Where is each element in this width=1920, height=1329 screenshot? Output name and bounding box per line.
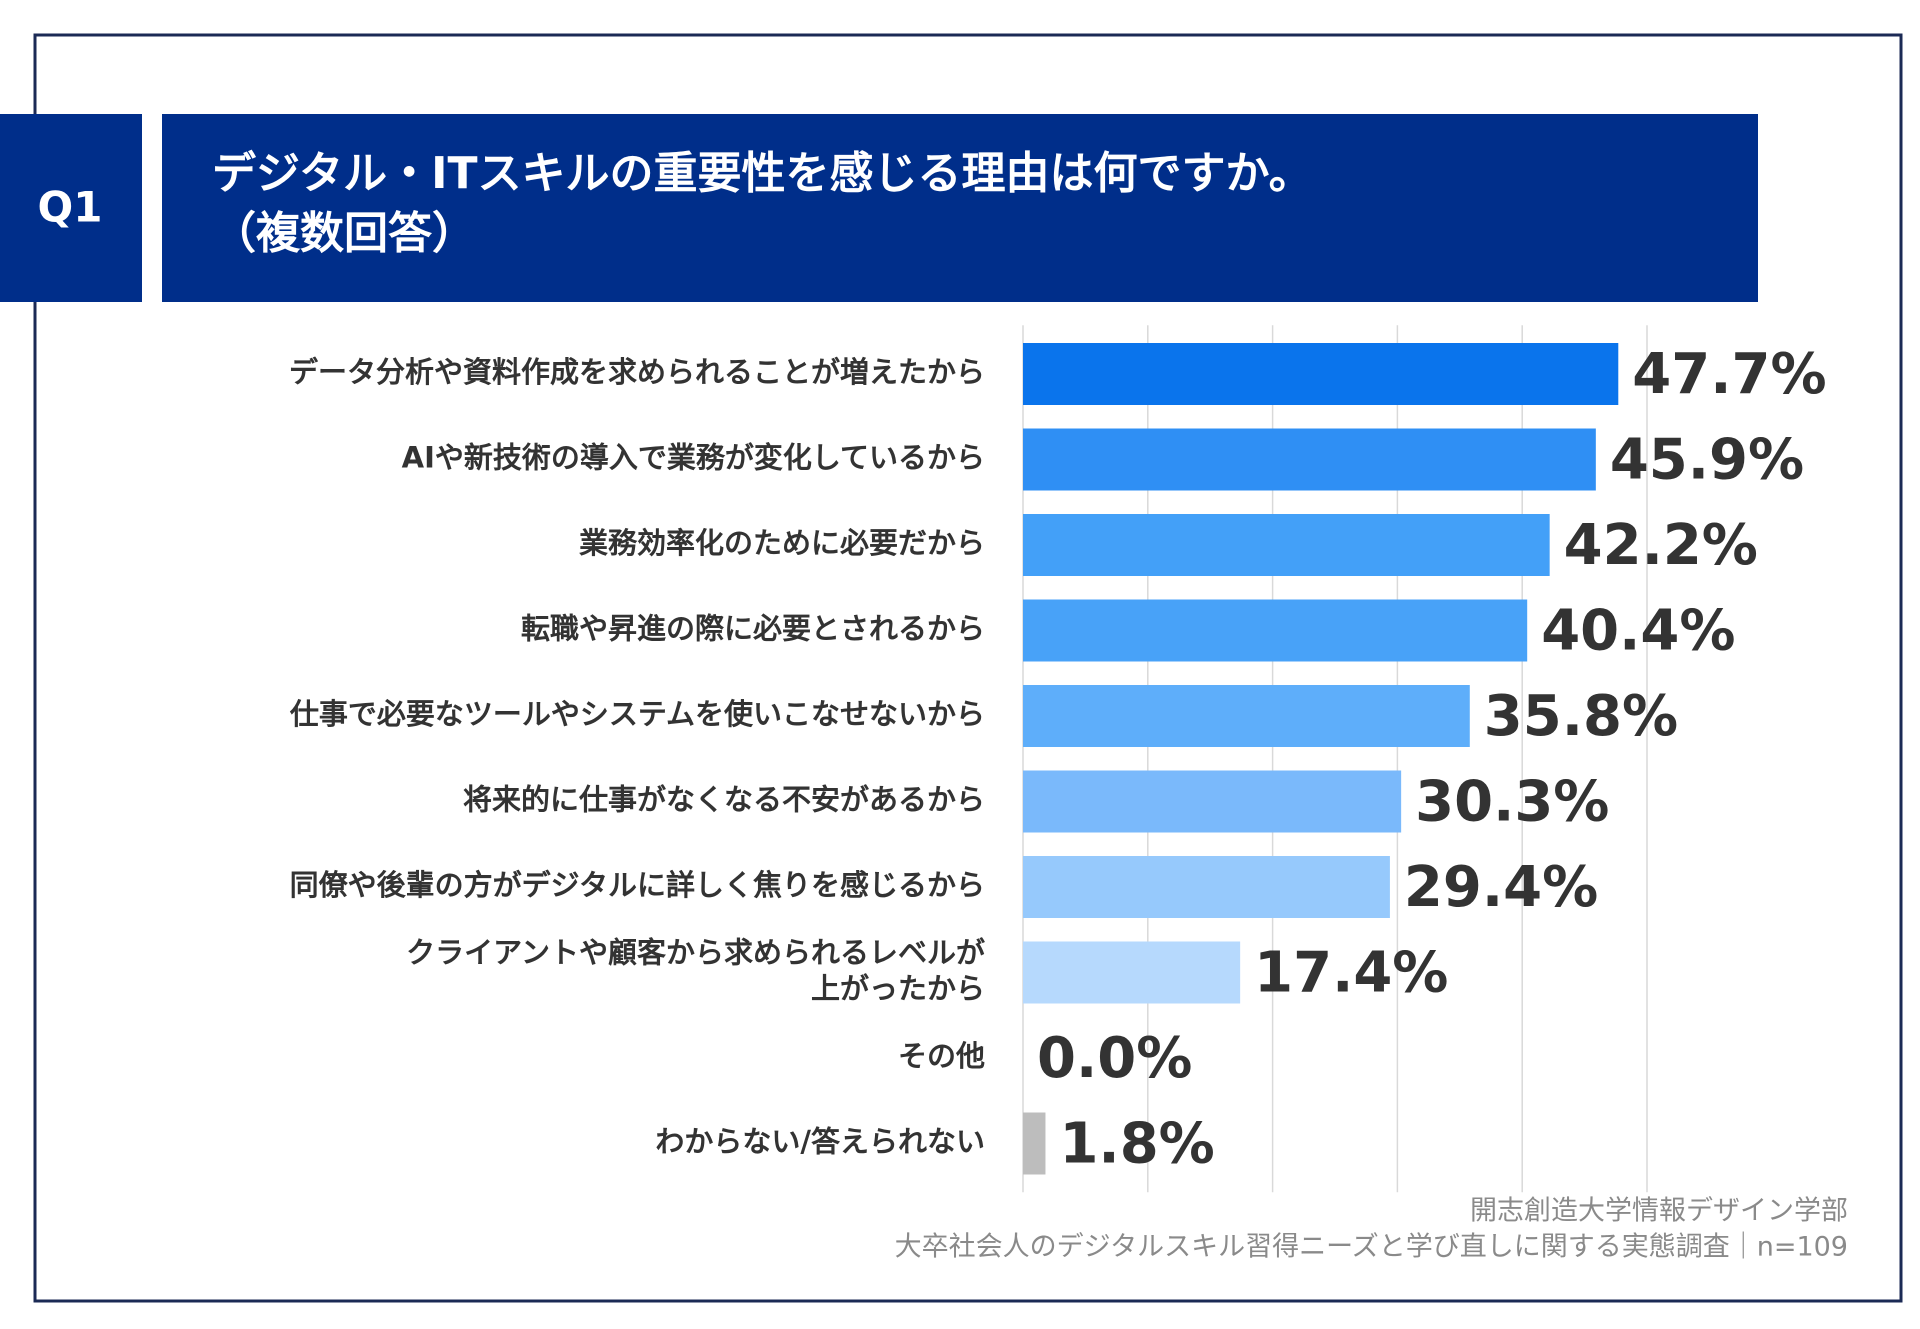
bar (1023, 1112, 1046, 1175)
bar (1023, 685, 1470, 747)
y-tick-label: クライアントや顧客から求められるレベルが上がったから (406, 936, 985, 1006)
value-label: 45.9% (1610, 428, 1804, 493)
title-box (162, 114, 1758, 302)
y-tick-label: 業務効率化のために必要だから (579, 526, 985, 560)
source: 大卒社会人のデジタルスキル習得ニーズと学び直しに関する実態調査｜n=109 (895, 1232, 1848, 1263)
y-tick-label: AIや新技術の導入で業務が変化しているから (402, 441, 985, 475)
y-tick-label: 同僚や後輩の方がデジタルに詳しく焦りを感じるから (290, 868, 985, 902)
y-tick-label: 将来的に仕事がなくなる不安があるから (463, 783, 985, 817)
y-tick-label: 仕事で必要なツールやシステムを使いこなせないから (289, 697, 985, 731)
y-tick-label: データ分析や資料作成を求められることが増えたから (289, 355, 985, 389)
bar (1023, 599, 1528, 662)
value-label: 1.8% (1059, 1112, 1214, 1177)
badge-box (0, 114, 142, 302)
value-label: 29.4% (1404, 855, 1598, 920)
value-label: 17.4% (1254, 941, 1448, 1006)
y-tick-label: 転職や昇進の際に必要とされるから (521, 612, 985, 646)
bar (1023, 343, 1619, 405)
value-label: 40.4% (1541, 599, 1735, 664)
badge: Q1 (38, 183, 103, 232)
frame (33, 33, 1903, 1303)
y-tick-label: わからない/答えられない (655, 1125, 985, 1159)
value-label: 42.2% (1564, 513, 1758, 578)
y-tick-label: その他 (898, 1039, 985, 1073)
value-label: 47.7% (1632, 342, 1826, 407)
source: 開志創造大学情報デザイン学部 (1470, 1196, 1848, 1227)
bar (1023, 856, 1390, 918)
value-label: 30.3% (1415, 770, 1609, 835)
chart-subtitle: （複数回答） (212, 208, 476, 259)
bar (1023, 428, 1596, 491)
value-label: 35.8% (1484, 684, 1678, 749)
bar (1023, 941, 1241, 1004)
value-label: 0.0% (1037, 1026, 1192, 1091)
chart-title: デジタル・ITスキルの重要性を感じる理由は何ですか。 (212, 148, 1313, 199)
bar (1023, 514, 1550, 576)
bar (1023, 770, 1402, 833)
